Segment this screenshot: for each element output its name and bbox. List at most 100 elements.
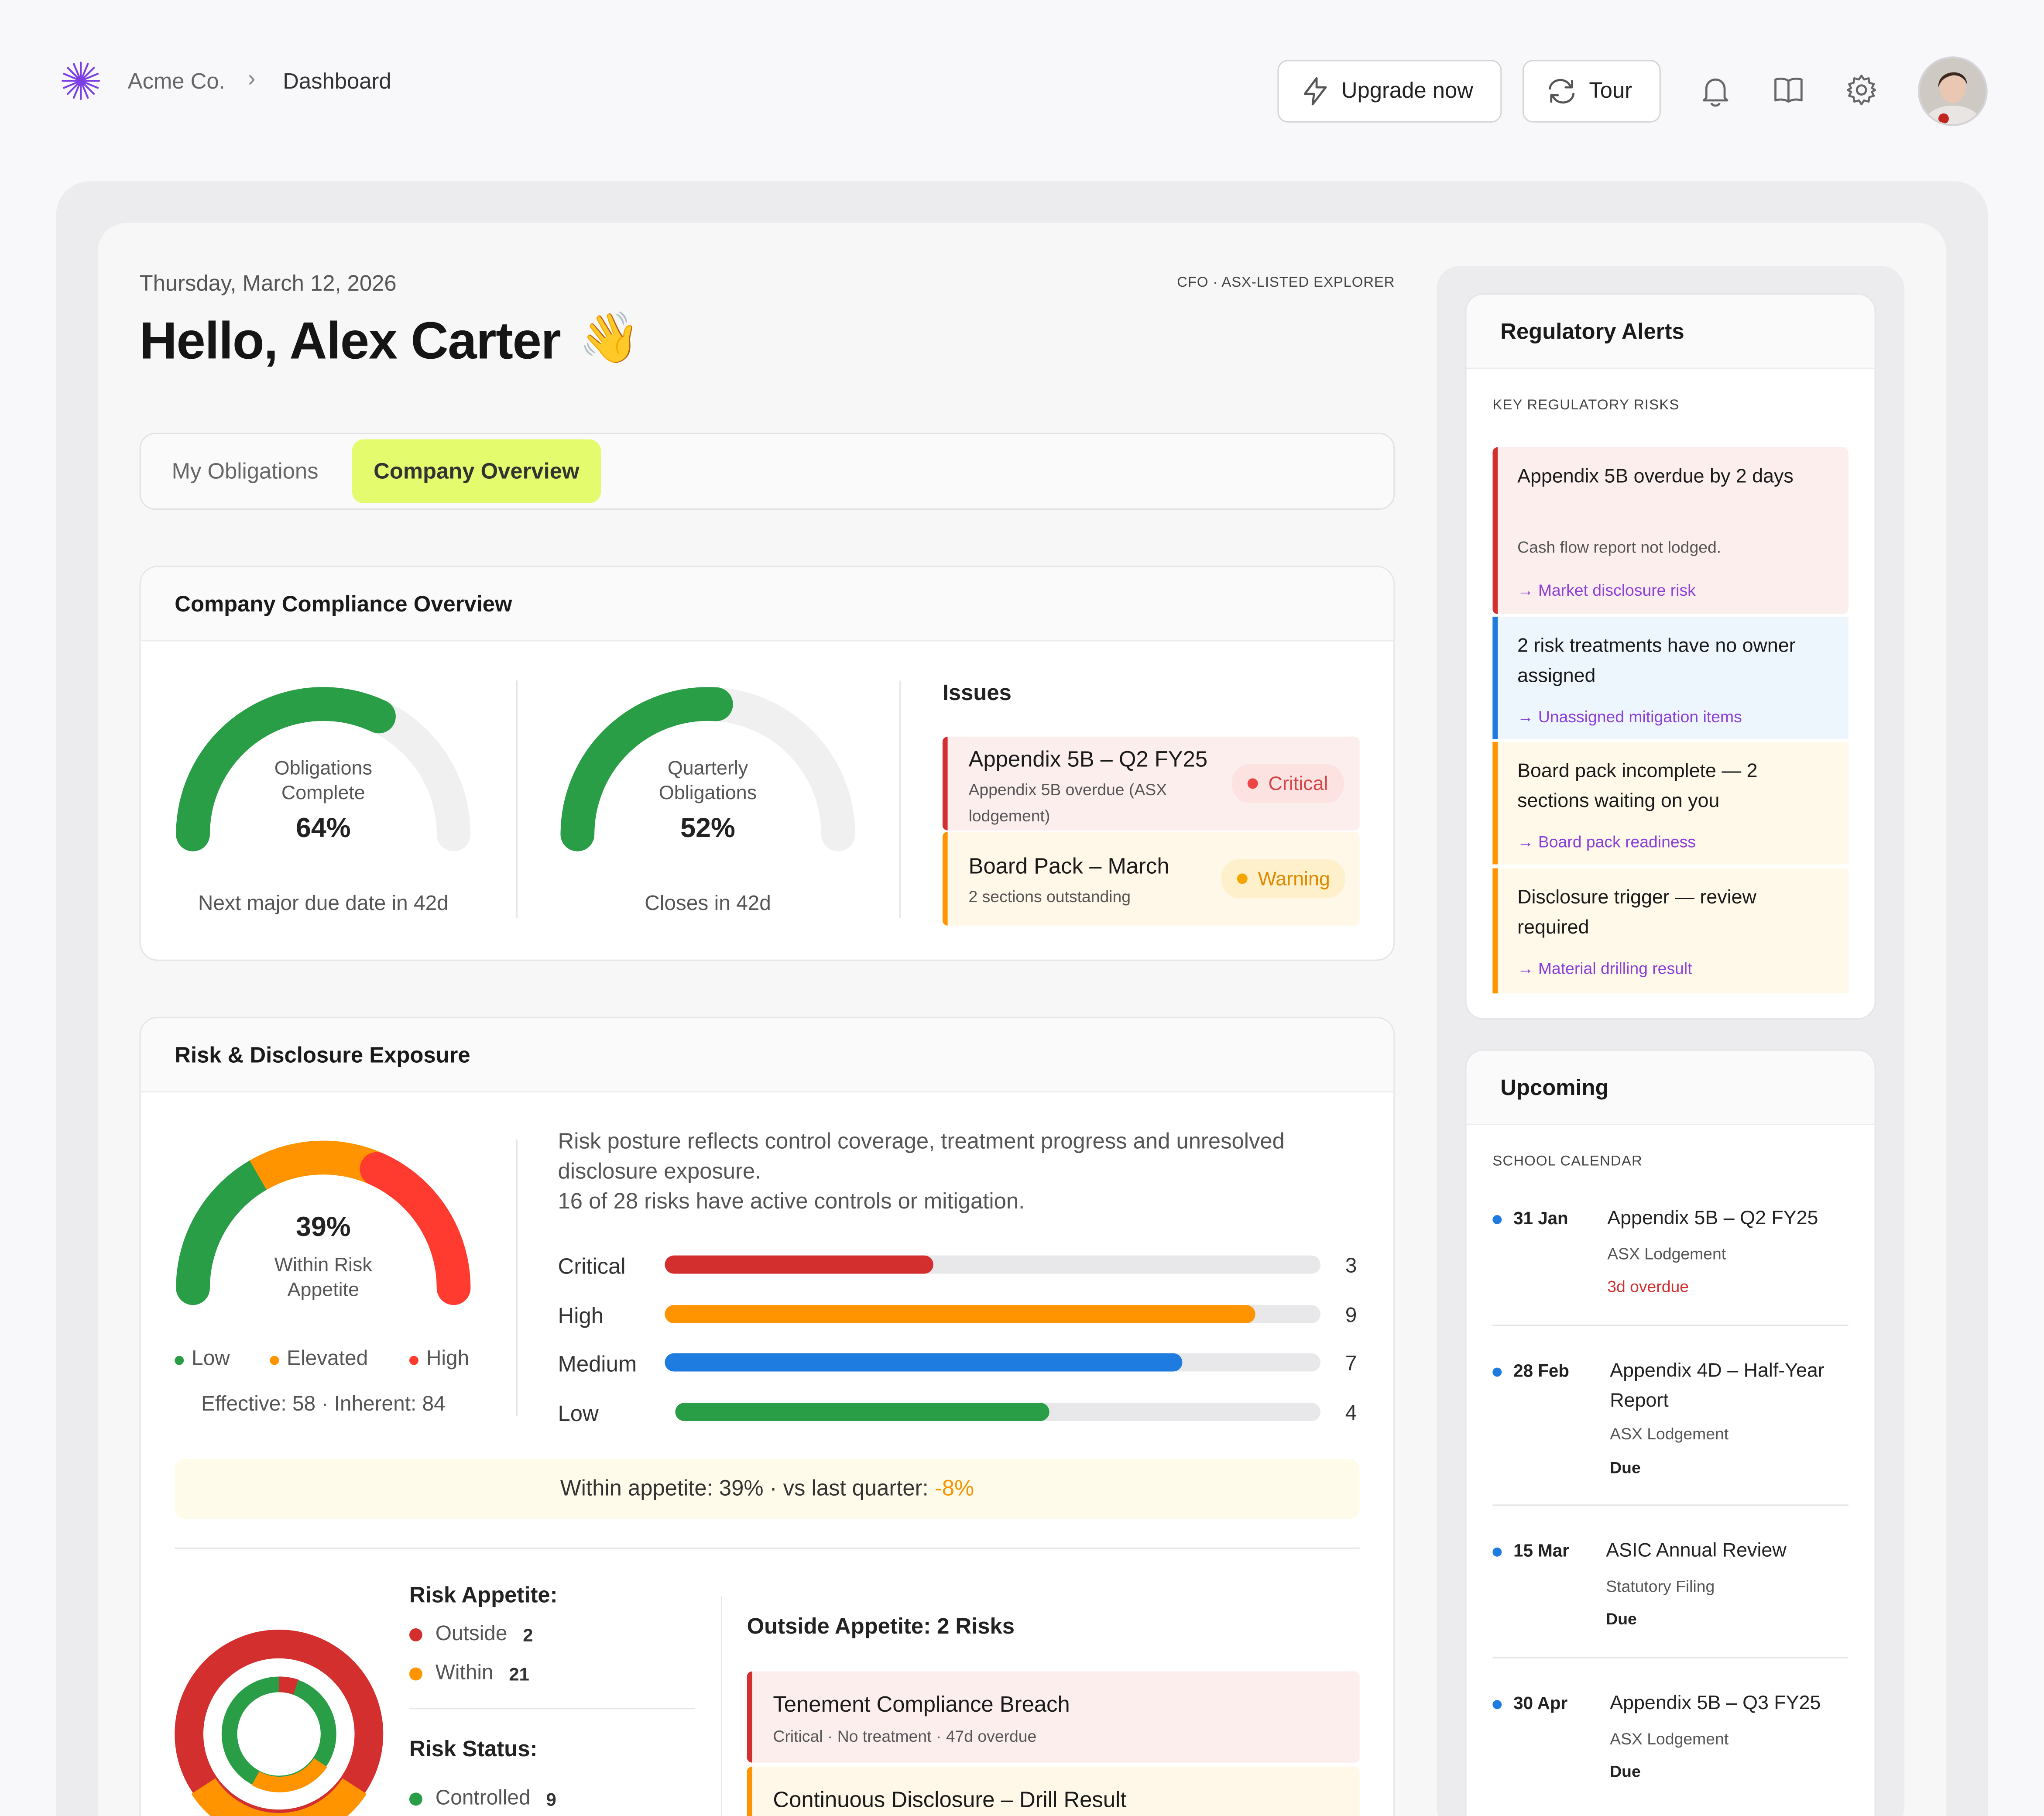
breadcrumb-org[interactable]: Acme Co. (127, 69, 225, 94)
issues-title: Issues (942, 680, 1012, 706)
wave-emoji: 👋 (579, 311, 641, 367)
risk-appetite-title: Risk Appetite: (409, 1583, 558, 1608)
within-row: Within 21 (409, 1662, 529, 1686)
bar-critical (665, 1255, 934, 1274)
event-type: ASX Lodgement (1610, 1425, 1729, 1443)
tab-label: Company Overview (374, 458, 580, 483)
bar-label-medium: Medium (558, 1352, 637, 1377)
quarterly-sub: Closes in 42d (645, 893, 771, 916)
alert-link[interactable]: → Material drilling result (1517, 959, 1692, 978)
bar-high (665, 1305, 1255, 1324)
quarterly-gauge (560, 687, 855, 851)
event-status: Due (1606, 1610, 1637, 1629)
appetite-text: Within appetite: 39% · vs last quarter: (560, 1476, 935, 1501)
issue-desc: Appendix 5B overdue (ASX lodgement) (968, 781, 1167, 825)
outside-risk-title: Continuous Disclosure – Drill Result (773, 1787, 1127, 1813)
event-date: 31 Jan (1513, 1208, 1568, 1228)
warning-badge: Warning (1221, 859, 1346, 899)
legend-low: Low (175, 1348, 230, 1372)
obligations-sub: Next major due date in 42d (198, 893, 449, 916)
issue-warning[interactable]: Board Pack – March 2 sections outstandin… (942, 831, 1360, 926)
controlled-row: Controlled 9 (409, 1787, 556, 1811)
alert-title: Board pack incomplete — 2 sections waiti… (1517, 760, 1758, 813)
event-status: Due (1610, 1459, 1641, 1477)
alerts-caption: KEY REGULATORY RISKS (1492, 398, 1680, 413)
event-date: 30 Apr (1513, 1693, 1568, 1713)
upcoming-item[interactable]: 30 Apr Appendix 5B – Q3 FY25 ASX Lodgeme… (1492, 1692, 1849, 1811)
risk-description: Risk posture reflects control coverage, … (558, 1129, 1285, 1214)
tour-label: Tour (1589, 78, 1632, 103)
event-dot-icon (1492, 1215, 1502, 1224)
outside-risk-item[interactable]: Continuous Disclosure – Drill Result (747, 1766, 1360, 1816)
outside-risk-title: Tenement Compliance Breach (773, 1692, 1070, 1717)
bell-icon[interactable] (1698, 73, 1732, 107)
event-title: ASIC Annual Review (1606, 1539, 1787, 1562)
elevated-dot-icon (270, 1355, 279, 1365)
book-icon[interactable] (1772, 73, 1806, 107)
low-dot-icon (175, 1355, 184, 1365)
upgrade-button[interactable]: Upgrade now (1277, 60, 1502, 123)
alert-link[interactable]: → Unassigned mitigation items (1517, 708, 1742, 726)
upcoming-item[interactable]: 28 Feb Appendix 4D – Half-Year Report AS… (1492, 1360, 1849, 1506)
event-date: 15 Mar (1513, 1541, 1569, 1561)
risk-gauge-label: Within Risk Appetite (274, 1254, 372, 1301)
bar-label-high: High (558, 1304, 604, 1329)
bar-label-low: Low (558, 1401, 599, 1426)
legend-elevated: Elevated (270, 1348, 368, 1372)
upcoming-title: Upcoming (1500, 1075, 1609, 1101)
bar-label-critical: Critical (558, 1254, 626, 1279)
tab-company-overview[interactable]: Company Overview (352, 439, 601, 504)
appetite-delta: -8% (934, 1476, 974, 1501)
compliance-title: Company Compliance Overview (175, 592, 512, 617)
outside-appetite-title: Outside Appetite: 2 Risks (747, 1614, 1015, 1639)
alert-item[interactable]: Disclosure trigger — review required → M… (1492, 868, 1849, 994)
bar-low (675, 1403, 1049, 1421)
event-status: 3d overdue (1607, 1277, 1689, 1296)
tour-button[interactable]: Tour (1523, 60, 1661, 123)
alert-item[interactable]: Appendix 5B overdue by 2 days Cash flow … (1492, 447, 1849, 614)
issue-title: Board Pack – March (968, 854, 1169, 879)
upcoming-item[interactable]: 15 Mar ASIC Annual Review Statutory Fili… (1492, 1540, 1849, 1658)
chevron-right-icon: › (247, 65, 256, 92)
alert-item[interactable]: 2 risk treatments have no owner assigned… (1492, 616, 1849, 739)
quarterly-value: 52% (680, 814, 735, 844)
event-type: Statutory Filing (1606, 1577, 1715, 1596)
greeting-date: Thursday, March 12, 2026 (139, 271, 397, 296)
role-caption: CFO · ASX-LISTED EXPLORER (1177, 275, 1395, 291)
risk-title: Risk & Disclosure Exposure (175, 1043, 470, 1068)
event-status: Due (1610, 1762, 1641, 1781)
alert-link[interactable]: → Board pack readiness (1517, 833, 1696, 851)
obligations-label: Obligations Complete (274, 757, 372, 805)
alert-item[interactable]: Board pack incomplete — 2 sections waiti… (1492, 742, 1849, 865)
upcoming-item[interactable]: 31 Jan Appendix 5B – Q2 FY25 ASX Lodgeme… (1492, 1207, 1849, 1326)
bar-medium (665, 1353, 1183, 1372)
event-dot-icon (1492, 1367, 1502, 1377)
issue-critical[interactable]: Appendix 5B – Q2 FY25 Appendix 5B overdu… (942, 736, 1360, 831)
event-title: Appendix 5B – Q3 FY25 (1610, 1692, 1821, 1715)
appetite-banner: Within appetite: 39% · vs last quarter: … (175, 1459, 1360, 1519)
obligations-gauge (176, 687, 471, 851)
status-dot-icon (1237, 873, 1248, 884)
risk-appetite-gauge (176, 1140, 471, 1305)
tab-my-obligations[interactable]: My Obligations (146, 439, 344, 503)
breadcrumb-page: Dashboard (283, 69, 391, 94)
quarterly-label: Quarterly Obligations (658, 757, 757, 805)
critical-badge: Critical (1231, 764, 1344, 803)
event-title: Appendix 5B – Q2 FY25 (1607, 1207, 1818, 1229)
risk-donut-chart (175, 1630, 384, 1816)
within-dot-icon (409, 1667, 422, 1681)
outside-dot-icon (409, 1628, 422, 1641)
upcoming-caption: SCHOOL CALENDAR (1492, 1153, 1643, 1170)
gear-icon[interactable] (1845, 73, 1879, 107)
event-type: ASX Lodgement (1607, 1245, 1726, 1263)
alert-link[interactable]: → Market disclosure risk (1517, 581, 1696, 600)
avatar[interactable] (1917, 56, 1988, 127)
outside-risk-item[interactable]: Tenement Compliance Breach Critical · No… (747, 1671, 1360, 1763)
risk-status-title: Risk Status: (409, 1736, 538, 1761)
obligations-value: 64% (296, 814, 351, 844)
upcoming-card: Upcoming (1465, 1049, 1876, 1816)
high-dot-icon (409, 1355, 418, 1365)
bar-value-high: 9 (1345, 1305, 1357, 1327)
greeting-title: Hello, Alex Carter (139, 312, 561, 371)
alert-title: Appendix 5B overdue by 2 days (1517, 465, 1794, 488)
